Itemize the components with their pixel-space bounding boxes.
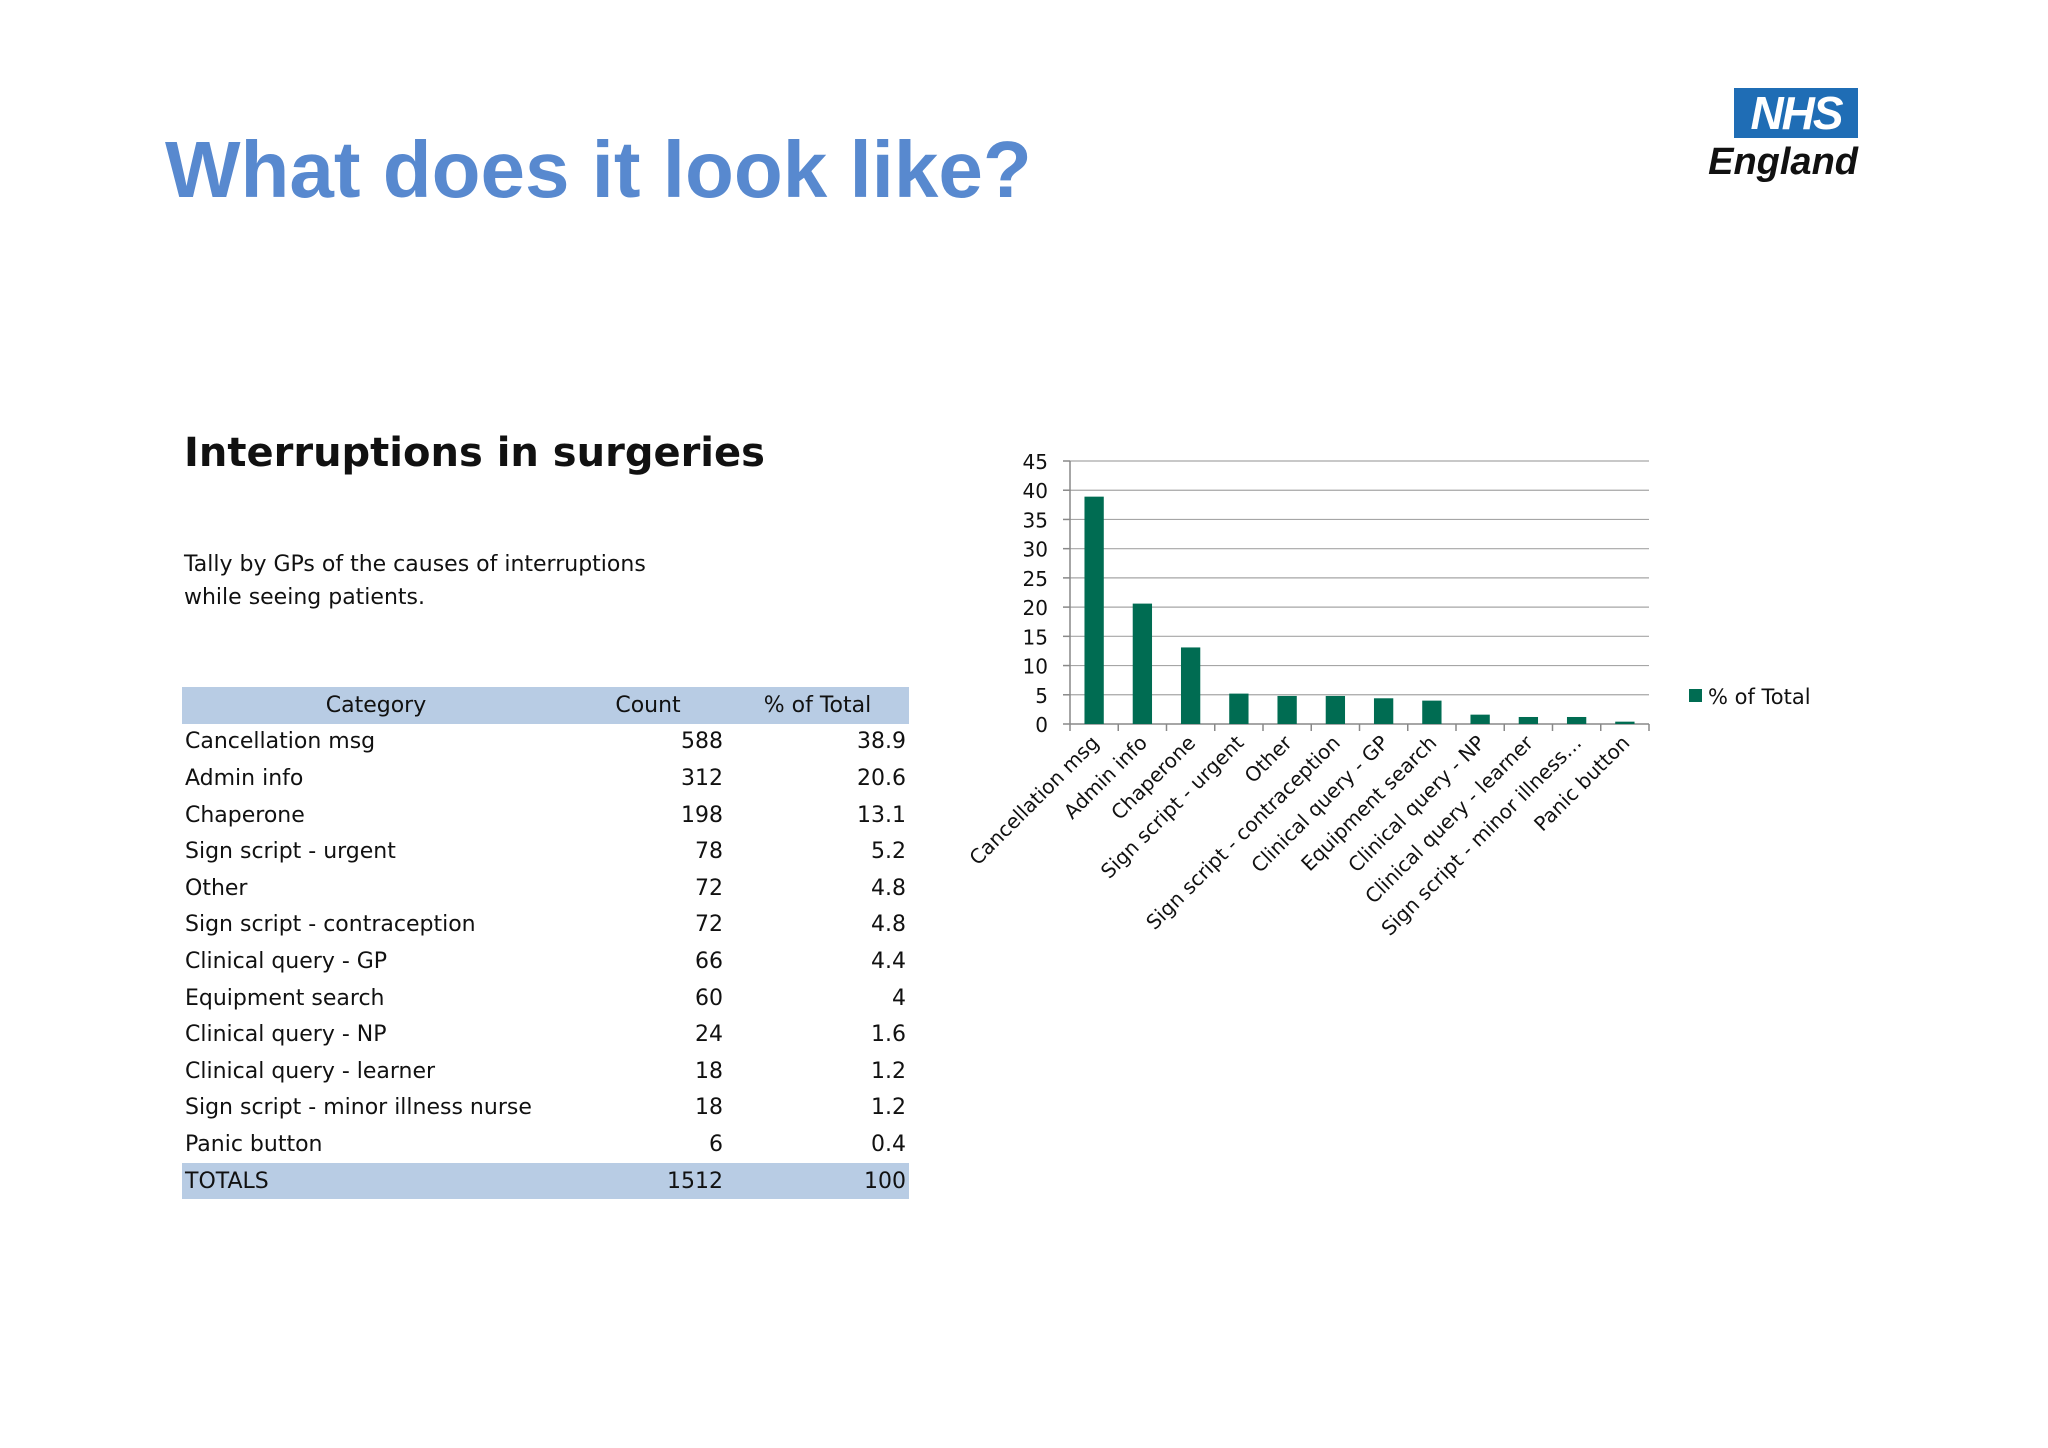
row-category: Equipment search bbox=[185, 985, 385, 1011]
row-percent: 0.4 bbox=[871, 1131, 906, 1157]
row-category: Other bbox=[185, 875, 248, 901]
nhs-logo-box: NHS bbox=[1734, 88, 1858, 138]
table-totals-row: TOTALS 1512 100 bbox=[182, 1162, 909, 1200]
row-percent: 4.8 bbox=[871, 912, 906, 938]
table-row: Admin info 312 20.6 bbox=[182, 760, 909, 797]
row-percent: 1.6 bbox=[871, 1022, 906, 1048]
row-count: 24 bbox=[695, 1022, 723, 1048]
section-subtitle: Interruptions in surgeries bbox=[184, 430, 765, 476]
header-category: Category bbox=[325, 692, 427, 718]
table-row: Equipment search 60 4 bbox=[182, 980, 909, 1017]
table-row: Chaperone 198 13.1 bbox=[182, 797, 909, 834]
row-count: 66 bbox=[695, 948, 723, 974]
y-tick-label: 45 bbox=[1023, 450, 1048, 474]
row-count: 6 bbox=[709, 1131, 723, 1157]
y-tick-label: 10 bbox=[1023, 655, 1048, 679]
totals-percent: 100 bbox=[864, 1168, 906, 1194]
y-tick-label: 25 bbox=[1023, 567, 1048, 591]
row-count: 18 bbox=[695, 1058, 723, 1084]
row-percent: 38.9 bbox=[857, 729, 906, 755]
bar bbox=[1180, 647, 1201, 724]
row-percent: 1.2 bbox=[871, 1095, 906, 1121]
bar bbox=[1325, 695, 1346, 724]
table-row: Sign script - contraception 72 4.8 bbox=[182, 907, 909, 944]
row-category: Panic button bbox=[185, 1131, 323, 1157]
row-percent: 4 bbox=[892, 985, 906, 1011]
legend-swatch bbox=[1689, 689, 1702, 702]
row-count: 72 bbox=[695, 912, 723, 938]
bar bbox=[1422, 700, 1442, 724]
row-category: Clinical query - GP bbox=[185, 948, 388, 974]
bar bbox=[1132, 603, 1153, 724]
description: Tally by GPs of the causes of interrupti… bbox=[184, 548, 704, 614]
nhs-logo-word: England bbox=[1708, 141, 1858, 183]
legend-label: % of Total bbox=[1708, 685, 1811, 709]
nhs-england-logo: NHS England bbox=[1698, 88, 1862, 184]
header-count: Count bbox=[615, 692, 681, 718]
bar bbox=[1518, 716, 1539, 724]
bar bbox=[1084, 496, 1104, 724]
row-count: 60 bbox=[695, 985, 723, 1011]
row-category: Sign script - contraception bbox=[185, 912, 476, 938]
row-category: Sign script - urgent bbox=[185, 839, 396, 865]
table-row: Panic button 6 0.4 bbox=[182, 1126, 909, 1163]
bar bbox=[1470, 714, 1490, 724]
description-line-2: while seeing patients. bbox=[184, 585, 425, 610]
row-count: 312 bbox=[681, 765, 723, 791]
row-percent: 4.8 bbox=[871, 875, 906, 901]
bar bbox=[1373, 698, 1394, 724]
row-category: Sign script - minor illness nurse bbox=[185, 1095, 532, 1121]
totals-count: 1512 bbox=[667, 1168, 723, 1194]
y-tick-label: 0 bbox=[1035, 713, 1048, 737]
table-row: Sign script - minor illness nurse 18 1.2 bbox=[182, 1090, 909, 1127]
row-percent: 13.1 bbox=[857, 802, 906, 828]
bar bbox=[1277, 695, 1297, 724]
y-tick-label: 40 bbox=[1023, 479, 1048, 503]
totals-label: TOTALS bbox=[185, 1168, 269, 1194]
row-percent: 5.2 bbox=[871, 839, 906, 865]
y-tick-label: 5 bbox=[1035, 684, 1048, 708]
slide-title: What does it look like? bbox=[165, 125, 1032, 214]
table-row: Clinical query - GP 66 4.4 bbox=[182, 943, 909, 980]
row-count: 72 bbox=[695, 875, 723, 901]
row-category: Cancellation msg bbox=[185, 729, 376, 755]
row-percent: 20.6 bbox=[857, 765, 906, 791]
bar bbox=[1229, 693, 1249, 724]
table-row: Cancellation msg 588 38.9 bbox=[182, 724, 909, 761]
y-tick-label: 15 bbox=[1023, 625, 1048, 649]
table-row: Other 72 4.8 bbox=[182, 870, 909, 907]
row-count: 78 bbox=[695, 839, 723, 865]
y-tick-label: 30 bbox=[1023, 538, 1048, 562]
table-row: Sign script - urgent 78 5.2 bbox=[182, 833, 909, 870]
table-header-row: Category Count % of Total bbox=[182, 687, 909, 724]
row-category: Admin info bbox=[185, 765, 304, 791]
row-category: Clinical query - learner bbox=[185, 1058, 436, 1084]
header-percent: % of Total bbox=[763, 692, 872, 718]
interruptions-table: Category Count % of Total Cancellation m… bbox=[182, 687, 909, 1200]
bar bbox=[1566, 716, 1587, 724]
row-percent: 4.4 bbox=[871, 948, 906, 974]
row-category: Clinical query - NP bbox=[185, 1022, 387, 1048]
row-count: 588 bbox=[681, 729, 723, 755]
description-line-1: Tally by GPs of the causes of interrupti… bbox=[184, 552, 646, 577]
y-tick-label: 20 bbox=[1023, 596, 1048, 620]
row-count: 198 bbox=[681, 802, 723, 828]
y-tick-label: 35 bbox=[1023, 508, 1048, 532]
row-percent: 1.2 bbox=[871, 1058, 906, 1084]
row-count: 18 bbox=[695, 1095, 723, 1121]
bar bbox=[1615, 721, 1635, 724]
row-category: Chaperone bbox=[185, 802, 305, 828]
table-row: Clinical query - NP 24 1.6 bbox=[182, 1016, 909, 1053]
table-row: Clinical query - learner 18 1.2 bbox=[182, 1053, 909, 1090]
